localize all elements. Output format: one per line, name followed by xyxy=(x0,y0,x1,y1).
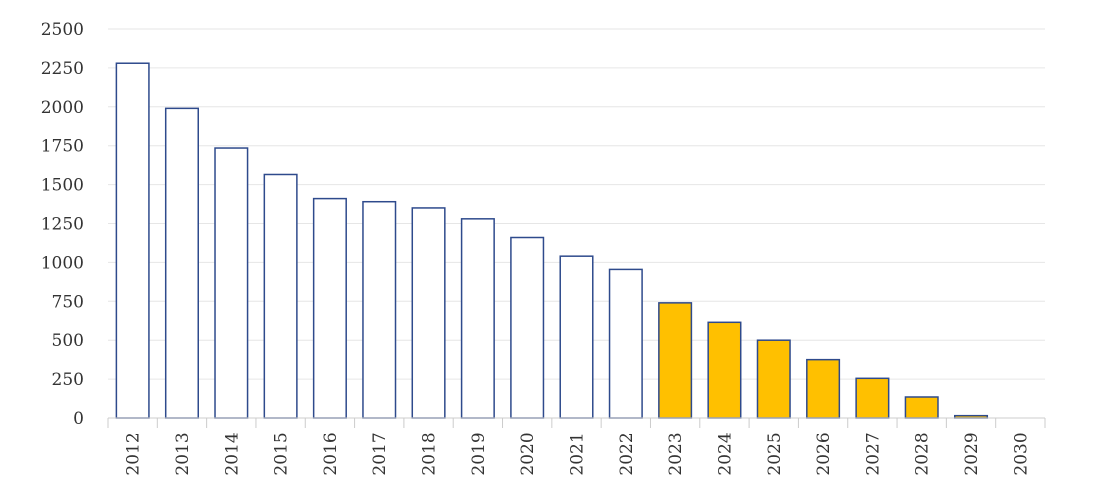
bar-2025 xyxy=(756,339,791,419)
x-tick-label: 2029 xyxy=(962,432,982,475)
bar-2012 xyxy=(115,62,150,419)
y-tick-label: 1750 xyxy=(41,137,84,157)
bar-2016 xyxy=(312,197,347,419)
bar-2014 xyxy=(214,147,249,419)
bar-2017 xyxy=(362,200,397,419)
x-tick-label: 2018 xyxy=(420,432,440,475)
x-tick-label: 2016 xyxy=(321,432,341,475)
bar-2013 xyxy=(164,107,199,419)
x-tick-label: 2019 xyxy=(469,432,489,475)
bar-2021 xyxy=(559,255,594,419)
y-tick-label: 2000 xyxy=(41,98,84,118)
x-tick-labels: 2012 2013 2014 2015 2016 2017 2018 2019 2020 2021… xyxy=(124,432,1032,475)
x-tick-label: 2017 xyxy=(370,432,390,475)
y-tick-label: 1000 xyxy=(41,253,84,273)
x-tick-label: 2023 xyxy=(666,432,686,475)
x-tick-label: 2026 xyxy=(814,432,834,475)
x-tick-label: 2014 xyxy=(222,432,242,475)
y-tick-label: 1500 xyxy=(41,176,84,196)
y-tick-label: 500 xyxy=(52,331,84,351)
y-tick-label: 250 xyxy=(52,370,84,390)
axes xyxy=(107,417,1046,428)
x-tick-label: 2015 xyxy=(272,432,292,475)
bar-2022 xyxy=(608,268,643,419)
bar-2024 xyxy=(707,321,742,419)
x-tick-label: 2027 xyxy=(863,432,883,475)
bar-2027 xyxy=(855,377,890,419)
x-tick-label: 2022 xyxy=(617,432,637,475)
y-tick-label: 1250 xyxy=(41,215,84,235)
bar-2023 xyxy=(658,302,693,419)
x-tick-label: 2013 xyxy=(173,432,193,475)
bar-2019 xyxy=(460,218,495,419)
bar-2018 xyxy=(411,207,446,419)
x-tick-label: 2030 xyxy=(1011,432,1031,475)
y-tick-label: 2250 xyxy=(41,59,84,79)
x-tick-label: 2021 xyxy=(568,432,588,475)
bar-2028 xyxy=(904,396,939,419)
x-tick-label: 2025 xyxy=(765,432,785,475)
y-tick-label: 0 xyxy=(73,409,84,429)
x-tick-label: 2024 xyxy=(715,432,735,475)
bars xyxy=(115,62,989,419)
bar-2015 xyxy=(263,173,298,419)
x-tick-label: 2020 xyxy=(518,432,538,475)
x-tick-label: 2012 xyxy=(124,432,144,475)
y-tick-label: 2500 xyxy=(41,20,84,40)
bar-2020 xyxy=(510,236,545,419)
x-tick-label: 2028 xyxy=(913,432,933,475)
bar-2026 xyxy=(806,358,841,419)
y-tick-labels: 0 250 500 750 1000 1250 1500 1750 2000 2250 2500 xyxy=(41,20,84,429)
y-tick-label: 750 xyxy=(52,292,84,312)
